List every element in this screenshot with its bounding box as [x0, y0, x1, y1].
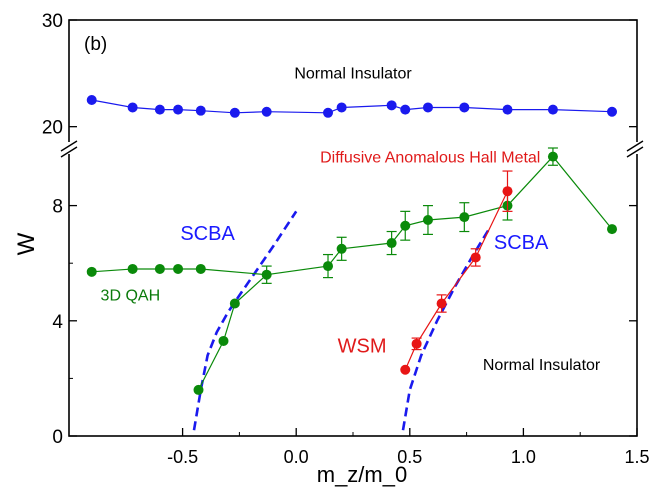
data-point [422, 102, 433, 113]
data-point [154, 104, 165, 115]
data-point [86, 266, 97, 277]
y-tick-label: 4 [52, 312, 63, 333]
series-0 [86, 95, 618, 118]
data-point [127, 263, 138, 274]
data-point [323, 107, 334, 118]
region-label: Diffusive Anomalous Hall Metal [320, 149, 540, 166]
region-label: 3D QAH [101, 288, 161, 305]
panel-label: (b) [84, 34, 107, 55]
x-tick-label: 1.5 [624, 447, 649, 467]
axis-ticks [69, 19, 638, 437]
data-point [195, 105, 206, 116]
data-point [193, 384, 204, 395]
y-tick-label: 20 [42, 118, 63, 139]
data-point [323, 261, 334, 272]
region-label: WSM [338, 335, 387, 357]
data-point [386, 100, 397, 111]
region-label: SCBA [180, 223, 235, 245]
data-point [218, 335, 229, 346]
data-point [336, 102, 347, 113]
series-line [91, 268, 267, 276]
data-point [459, 102, 470, 113]
region-labels: Normal Insulator Diffusive Anomalous Hall… [101, 66, 601, 374]
data-point [470, 252, 481, 263]
data-point [607, 224, 618, 235]
data-point [261, 269, 272, 280]
data-point [229, 107, 240, 118]
data-point [502, 186, 513, 197]
data-point [173, 104, 184, 115]
data-point [400, 220, 411, 231]
data-point [173, 263, 184, 274]
x-tick-label: 0.5 [397, 447, 422, 467]
data-series [86, 95, 618, 395]
data-point [386, 238, 397, 249]
data-point [502, 104, 513, 115]
y-tick-label: 8 [52, 197, 63, 218]
data-point [400, 364, 411, 375]
data-point [229, 298, 240, 309]
data-point [195, 263, 206, 274]
series-line [197, 155, 613, 391]
data-point [547, 151, 558, 162]
data-point [127, 102, 138, 113]
series-2 [400, 170, 513, 375]
x-tick-label: 0.0 [284, 447, 309, 467]
data-point [261, 106, 272, 117]
x-axis-label: m_z/m_0 [317, 462, 407, 487]
data-point [459, 212, 470, 223]
region-label: Normal Insulator [483, 357, 601, 374]
axis-break-marks [60, 140, 646, 158]
y-tick-label: 30 [42, 11, 63, 32]
data-point [422, 215, 433, 225]
region-label: SCBA [494, 232, 549, 254]
x-tick-label: 1.0 [511, 447, 536, 467]
data-point [400, 104, 411, 115]
y-axis-label: W [13, 232, 40, 255]
data-point [86, 95, 97, 105]
series-line [91, 99, 613, 114]
data-point [607, 106, 618, 117]
region-label: Normal Insulator [294, 66, 412, 83]
axis-tick-labels: -0.5 0.0 0.5 1.0 1.5 0 4 8 20 30 [42, 11, 650, 467]
x-tick-label: -0.5 [167, 447, 198, 467]
data-point [336, 243, 347, 254]
data-point [436, 298, 447, 309]
data-point [411, 338, 422, 349]
data-point [547, 104, 558, 115]
data-point [154, 263, 165, 274]
y-tick-label: 0 [52, 427, 63, 448]
